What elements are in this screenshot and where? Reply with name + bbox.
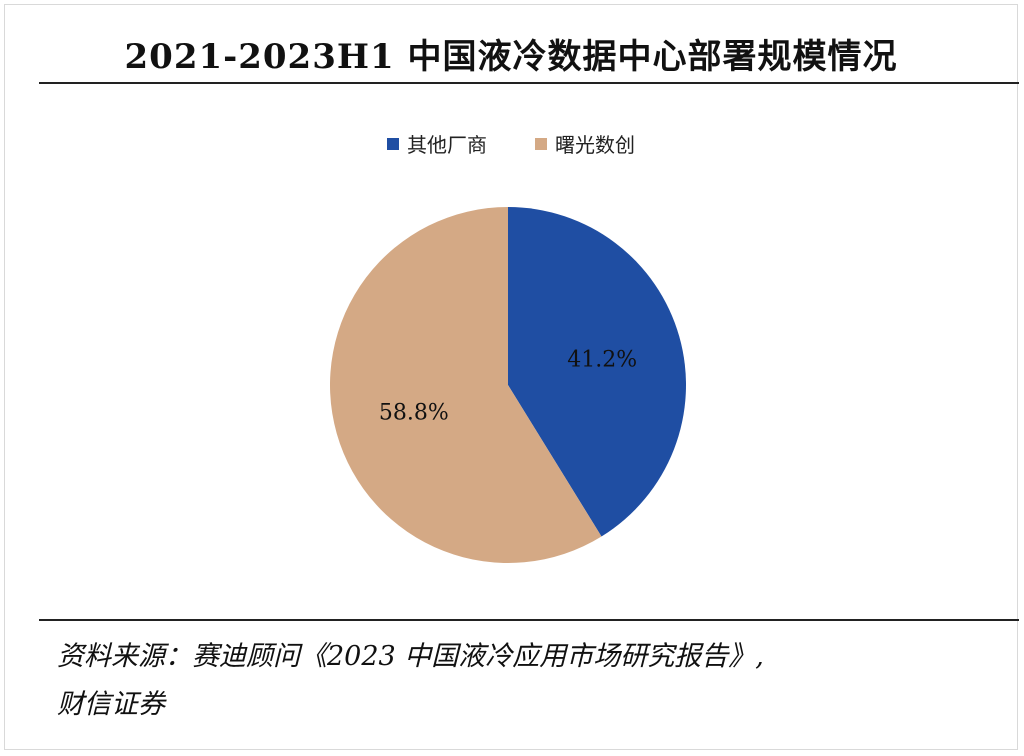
- source-line-1: 资料来源：赛迪顾问《2023 中国液冷应用市场研究报告》,: [57, 641, 764, 672]
- pie-slice-other: [508, 207, 686, 537]
- source-divider: [39, 619, 1019, 621]
- pie-chart: 41.2% 58.8%: [329, 207, 686, 563]
- source-line-2: 财信证券: [57, 689, 165, 720]
- legend-swatch-other: [387, 137, 399, 150]
- chart-title: 2021-2023H1 中国液冷数据中心部署规模情况: [124, 37, 898, 77]
- slice-label-sugon: 58.8%: [379, 401, 449, 426]
- chart-frame: 2021-2023H1 中国液冷数据中心部署规模情况 其他厂商 曙光数创 41.…: [4, 4, 1019, 750]
- legend-label-other: 其他厂商: [407, 133, 487, 157]
- legend-item-other: 其他厂商: [387, 129, 487, 158]
- legend-swatch-sugon: [535, 137, 547, 150]
- legend-item-sugon: 曙光数创: [535, 129, 635, 158]
- pie-slice-sugon: [329, 207, 602, 563]
- chart-legend: 其他厂商 曙光数创: [5, 129, 1017, 158]
- legend-label-sugon: 曙光数创: [555, 133, 635, 157]
- source-note: 资料来源：赛迪顾问《2023 中国液冷应用市场研究报告》, 财信证券: [57, 633, 997, 729]
- slice-label-other: 41.2%: [567, 347, 637, 372]
- title-divider: [39, 82, 1019, 84]
